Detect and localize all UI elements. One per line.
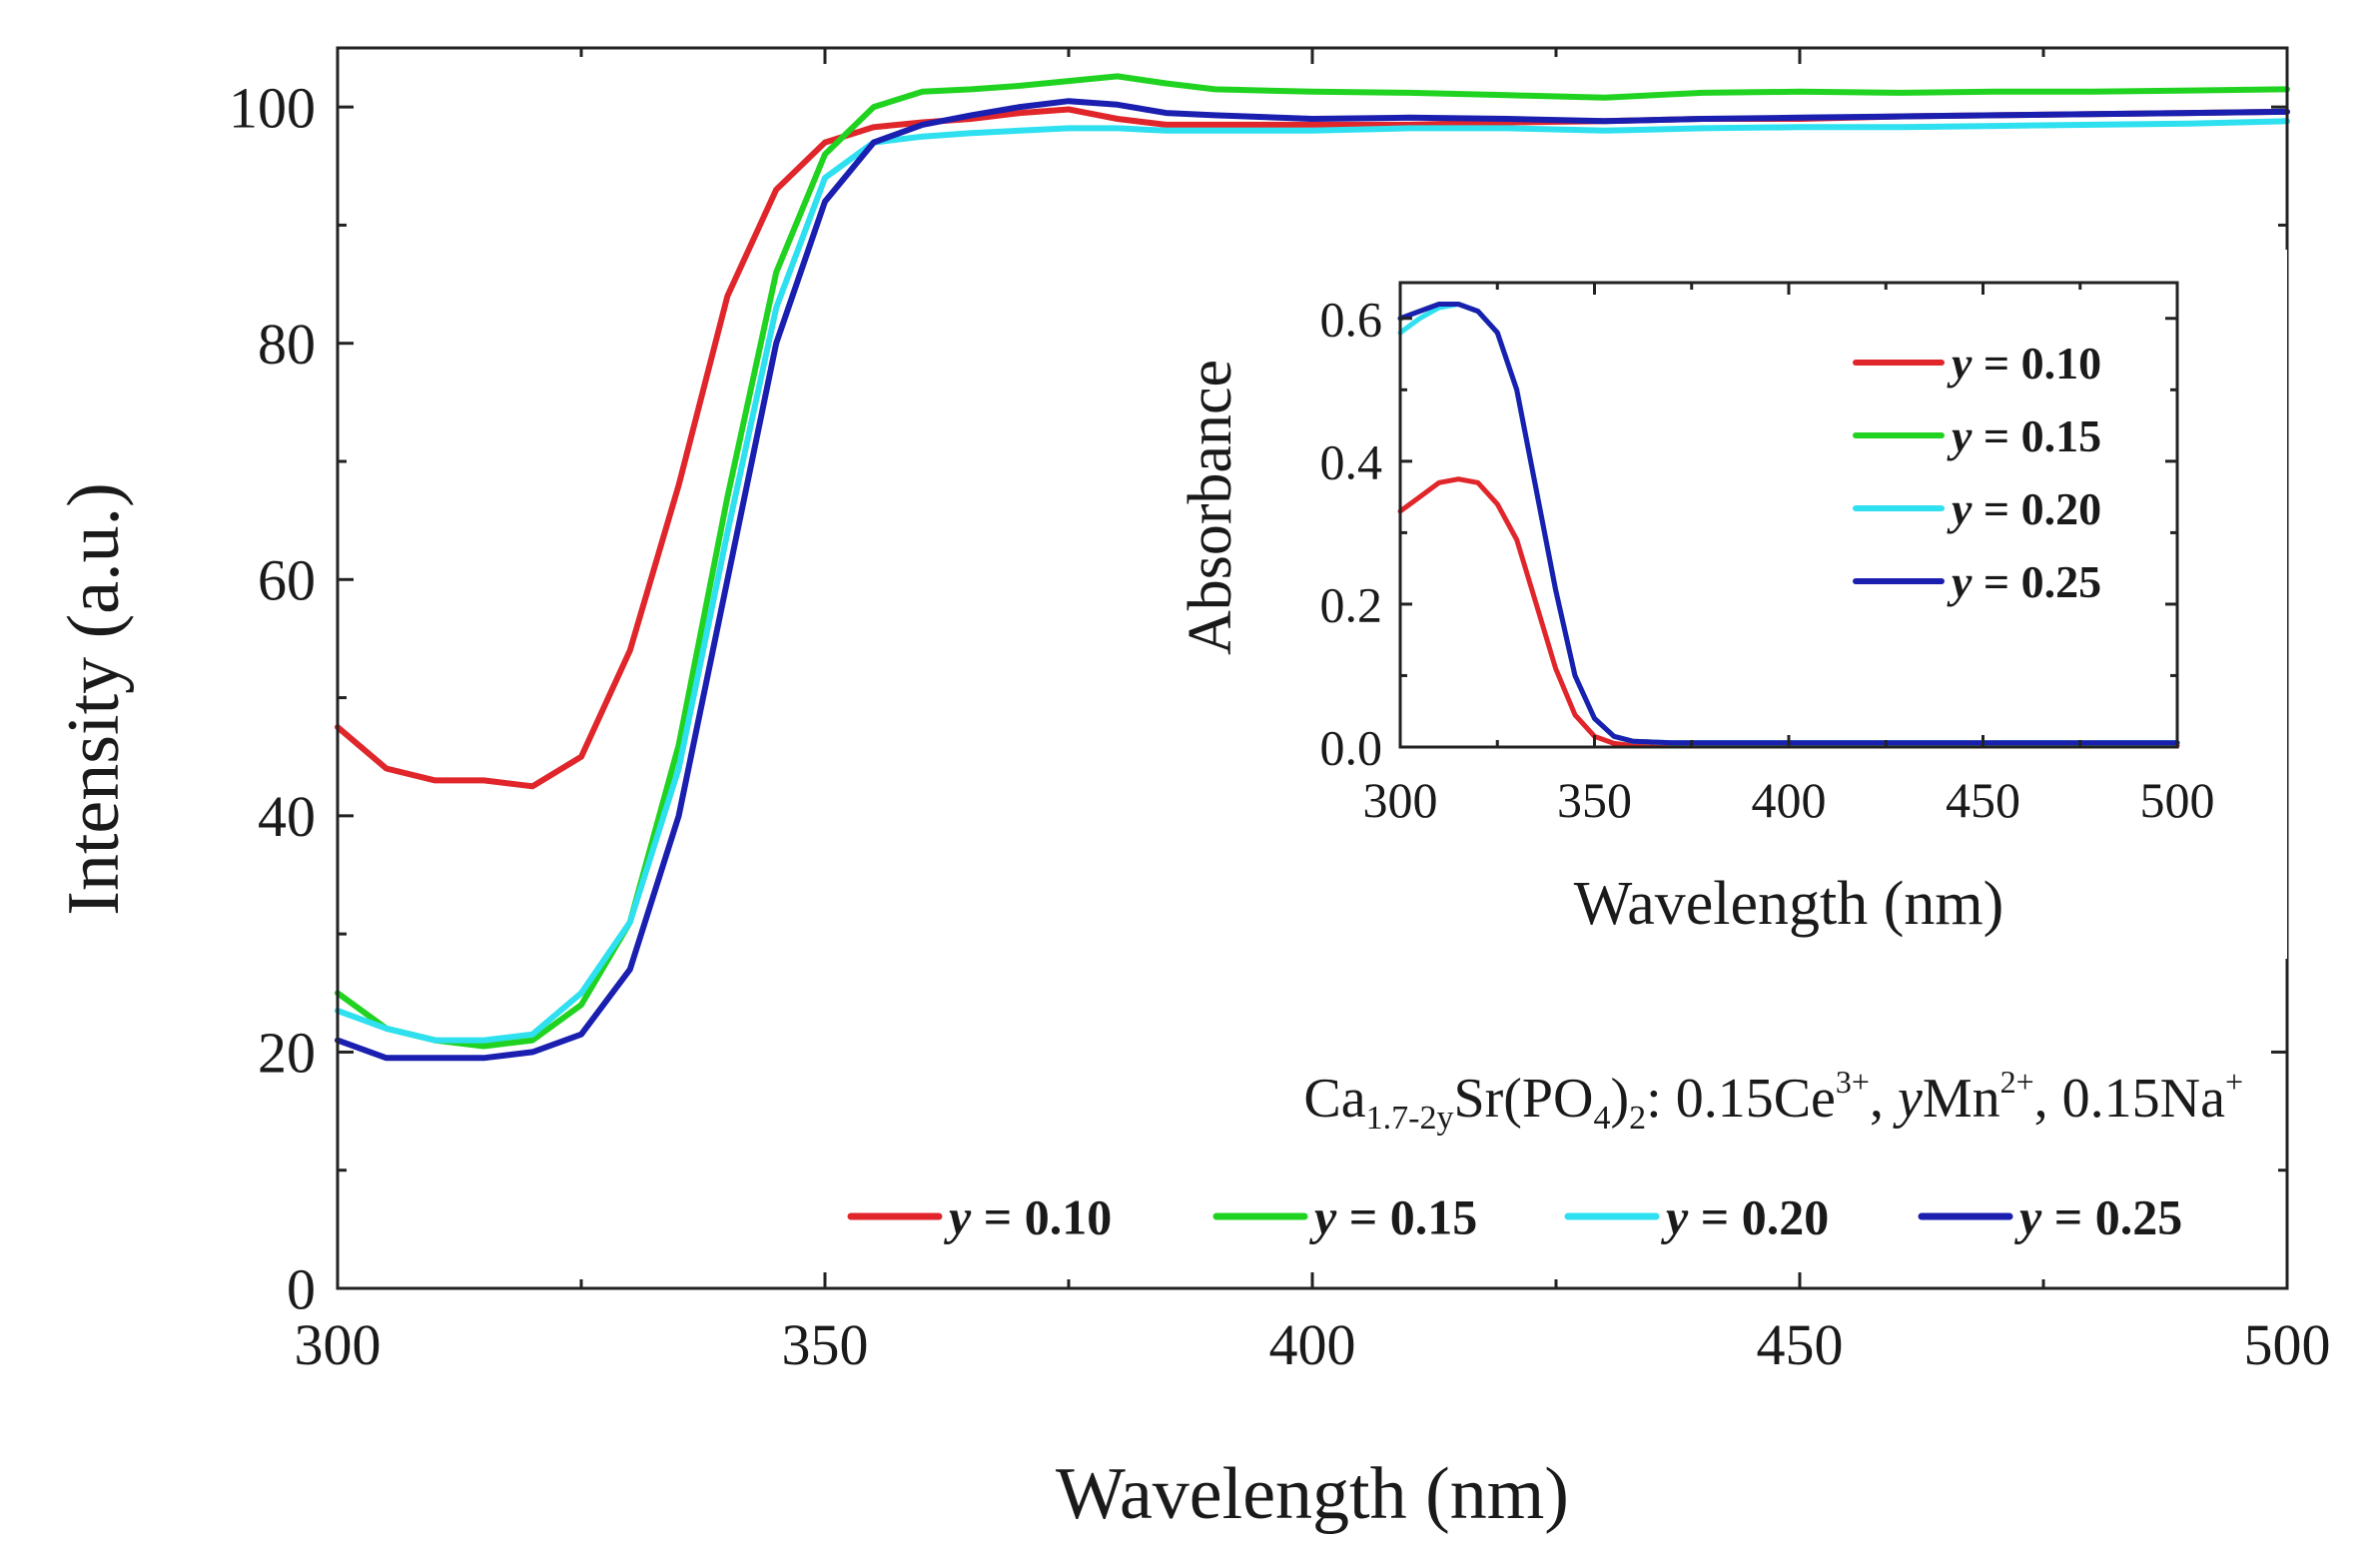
inset-x-tick-label: 400	[1752, 772, 1827, 828]
main-y-tick-label: 0	[287, 1256, 316, 1321]
main-y-tick-label: 100	[229, 75, 316, 140]
composition-annotation: Ca1.7-2ySr(PO4)2: 0.15Ce3+, yMn2+, 0.15N…	[1303, 1064, 2243, 1137]
main-series-line-3	[335, 98, 2290, 1062]
inset-y-tick-label: 0.6	[1320, 291, 1383, 347]
inset-legend-label-0: y = 0.10	[1947, 338, 2101, 389]
inset-y-axis-label: Absorbance	[1177, 360, 1244, 655]
main-x-tick-label: 500	[2244, 1312, 2331, 1377]
main-legend-label-2: y = 0.20	[1661, 1189, 1829, 1245]
inset-background	[1149, 250, 2287, 959]
main-legend-label-0: y = 0.10	[944, 1189, 1112, 1245]
main-legend: y = 0.10 y = 0.15 y = 0.20 y = 0.25	[847, 1189, 2182, 1245]
main-y-tick-label: 20	[258, 1021, 316, 1086]
inset-x-tick-label: 450	[1946, 772, 2020, 828]
inset-x-tick-label: 500	[2140, 772, 2215, 828]
main-y-axis-label: Intensity (a.u.)	[53, 482, 135, 916]
inset-y-tick-label: 0.2	[1320, 576, 1383, 632]
inset-series-line-3	[1397, 302, 2180, 746]
main-legend-label-1: y = 0.15	[1309, 1189, 1477, 1245]
inset-x-tick-label: 300	[1363, 772, 1438, 828]
main-plot-tick-labels: 300 350 400 450 500 0 20 40 60 80 100	[229, 75, 2331, 1377]
inset-plot-ticks	[1398, 283, 2179, 749]
inset-x-tick-label: 350	[1557, 772, 1632, 828]
inset-legend: y = 0.10 y = 0.15 y = 0.20 y = 0.25	[1853, 338, 2101, 607]
inset-y-tick-label: 0.0	[1320, 720, 1383, 776]
main-legend-label-3: y = 0.25	[2014, 1189, 2182, 1245]
main-x-tick-label: 300	[295, 1312, 382, 1377]
inset-x-axis-label: Wavelength (nm)	[1574, 870, 2004, 938]
inset-legend-label-3: y = 0.25	[1947, 556, 2101, 607]
inset-plot-tick-labels: 300 350 400 450 500 0.0 0.2 0.4 0.6	[1320, 291, 2215, 828]
inset-y-tick-label: 0.4	[1320, 433, 1383, 489]
main-x-tick-label: 400	[1269, 1312, 1356, 1377]
main-plot-series	[335, 73, 2290, 1062]
main-series-line-2	[335, 118, 2290, 1044]
main-x-tick-label: 450	[1757, 1312, 1844, 1377]
main-y-tick-label: 60	[258, 548, 316, 613]
main-series-line-1	[335, 73, 2290, 1050]
inset-legend-label-1: y = 0.15	[1947, 410, 2101, 461]
main-x-axis-label: Wavelength (nm)	[1056, 1453, 1569, 1535]
main-y-tick-label: 80	[258, 312, 316, 377]
main-x-tick-label: 350	[782, 1312, 869, 1377]
main-y-tick-label: 40	[258, 784, 316, 849]
inset-legend-label-2: y = 0.20	[1947, 483, 2101, 534]
